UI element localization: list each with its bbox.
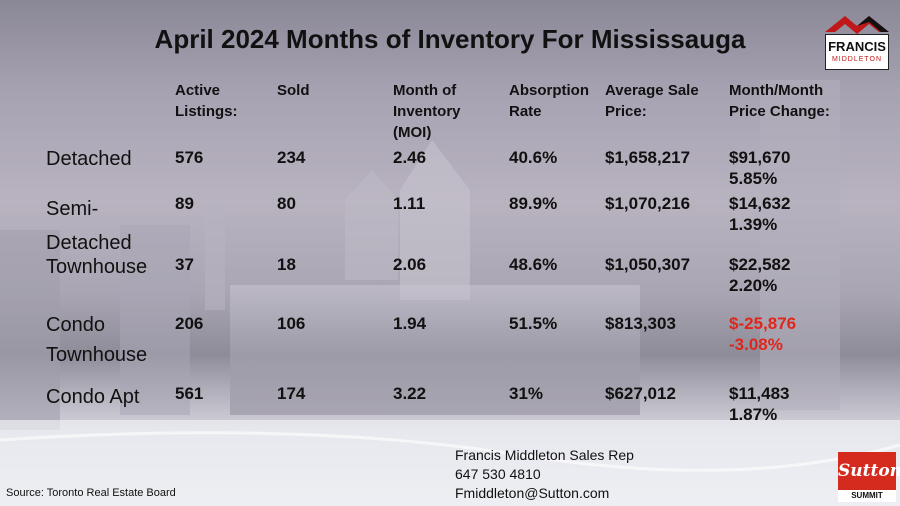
- cell-active: 576: [175, 148, 204, 167]
- page-title: April 2024 Months of Inventory For Missi…: [154, 24, 746, 54]
- cell-active: 89: [175, 194, 194, 213]
- cell-avg-price: $1,070,216: [605, 194, 691, 213]
- cell-moi: 3.22: [393, 384, 427, 403]
- cell-sold: 80: [277, 194, 296, 213]
- agent-email: Fmiddleton@Sutton.com: [455, 485, 610, 501]
- cell-moi: 2.06: [393, 255, 427, 274]
- cell-sold: 18: [277, 255, 296, 274]
- cell-absorption: 31%: [509, 384, 544, 403]
- contact-block: Francis Middleton Sales Rep 647 530 4810…: [455, 446, 634, 503]
- cell-sold: 234: [277, 148, 306, 167]
- sutton-wordmark: Sutton: [838, 452, 900, 490]
- cell-active: 206: [175, 314, 204, 333]
- agent-phone: 647 530 4810: [455, 466, 541, 482]
- header-sold: Sold: [277, 82, 310, 99]
- cell-absorption: 51.5%: [509, 314, 558, 333]
- header-active-listings: Active Listings:: [175, 82, 238, 120]
- cell-absorption: 48.6%: [509, 255, 558, 274]
- logo-surname: MIDDLETON: [831, 56, 883, 63]
- header-months-of-inventory: Month of Inventory (MOI): [393, 82, 461, 141]
- summit-label: SUMMIT: [838, 490, 896, 502]
- row-label-townhouse: Townhouse: [46, 256, 148, 278]
- cell-absorption: 89.9%: [509, 194, 558, 213]
- cell-price-change: $22,582 2.20%: [729, 255, 791, 295]
- cell-sold: 106: [277, 314, 306, 333]
- header-average-sale-price: Average Sale Price:: [605, 82, 699, 120]
- francis-middleton-logo: FRANCIS MIDDLETON: [823, 12, 891, 70]
- source-note: Source: Toronto Real Estate Board: [6, 487, 176, 499]
- header-price-change: Month/Month Price Change:: [729, 82, 830, 120]
- row-label-detached: Detached: [46, 148, 132, 170]
- row-label-condo-townhouse: Condo Townhouse: [46, 314, 148, 366]
- cell-moi: 1.11: [393, 194, 426, 213]
- cell-avg-price: $813,303: [605, 314, 676, 333]
- cell-active: 561: [175, 384, 204, 403]
- logo-name: FRANCIS: [828, 39, 886, 54]
- row-label-condo-apt: Condo Apt: [46, 386, 140, 408]
- cell-price-change: $14,632 1.39%: [729, 194, 791, 234]
- cell-avg-price: $1,658,217: [605, 148, 691, 167]
- cell-moi: 2.46: [393, 148, 427, 167]
- sutton-summit-logo: Sutton SUMMIT: [838, 452, 900, 502]
- cell-price-change: $11,483 1.87%: [729, 384, 790, 424]
- cell-price-change: $91,670 5.85%: [729, 148, 791, 188]
- house-roof-icon: [825, 16, 889, 34]
- cell-moi: 1.94: [393, 314, 427, 333]
- cell-price-change-negative: $-25,876 -3.08%: [729, 314, 797, 354]
- cell-avg-price: $1,050,307: [605, 255, 691, 274]
- cell-absorption: 40.6%: [509, 148, 558, 167]
- header-absorption-rate: Absorption Rate: [509, 82, 589, 120]
- row-label-semi-detached: Semi- Detached: [46, 198, 132, 254]
- cell-avg-price: $627,012: [605, 384, 676, 403]
- cell-active: 37: [175, 255, 194, 274]
- agent-name: Francis Middleton Sales Rep: [455, 447, 634, 463]
- cell-sold: 174: [277, 384, 306, 403]
